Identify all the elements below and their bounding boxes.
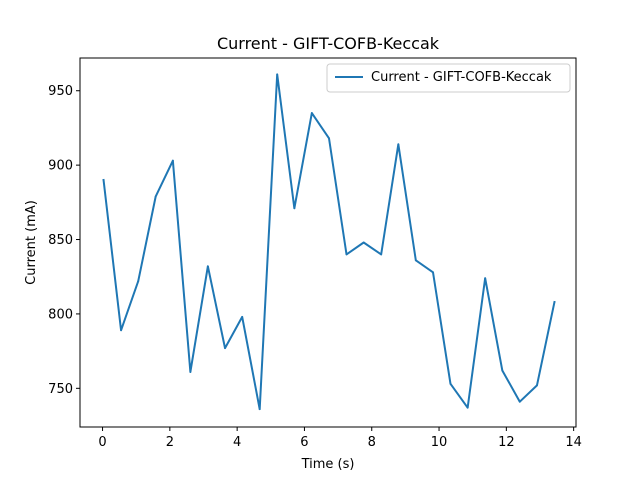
data-point (553, 301, 556, 303)
y-axis-label: Current (mA) (24, 200, 39, 285)
y-tick-label: 850 (48, 233, 73, 248)
data-point (171, 159, 174, 162)
axes-frame (79, 57, 577, 428)
data-point (362, 241, 365, 244)
data-point (414, 259, 417, 262)
x-tick-label: 14 (565, 435, 582, 450)
legend-label: Current - GIFT-COFB-Keccak (371, 70, 552, 85)
plot-area (102, 73, 556, 411)
data-point (484, 277, 487, 280)
data-point (258, 408, 261, 411)
y-tick-label: 950 (48, 84, 73, 99)
data-point (276, 73, 279, 76)
data-point (102, 179, 105, 181)
data-point (518, 400, 521, 403)
x-axis-label: Time (s) (301, 457, 355, 472)
data-point (310, 112, 313, 114)
x-tick-label: 0 (98, 435, 106, 450)
x-tick-label: 10 (431, 435, 448, 450)
data-point (154, 195, 157, 198)
data-point (120, 329, 122, 332)
data-point (189, 371, 192, 373)
x-tick-label: 12 (498, 435, 515, 450)
data-point (328, 137, 330, 140)
legend: Current - GIFT-COFB-Keccak (326, 63, 571, 93)
axis-ticks: 0 2 4 6 8 10 12 14 750 800 850 900 950 (48, 84, 582, 450)
data-point (241, 315, 244, 318)
data-point (501, 369, 504, 372)
data-point (449, 382, 452, 385)
data-point (224, 347, 226, 350)
data-point (293, 207, 296, 210)
chart-title: Current - GIFT-COFB-Keccak (217, 34, 440, 53)
x-tick-label: 8 (368, 435, 376, 450)
x-tick-label: 6 (300, 435, 308, 450)
data-point (206, 265, 209, 268)
legend-box (326, 63, 571, 93)
y-tick-label: 900 (48, 159, 73, 174)
data-point (536, 384, 538, 387)
data-point (345, 253, 348, 256)
data-point (432, 271, 434, 274)
data-point (380, 253, 383, 256)
data-point (397, 143, 400, 146)
x-tick-label: 2 (166, 435, 174, 450)
y-tick-label: 800 (48, 307, 73, 322)
x-tick-label: 4 (233, 435, 241, 450)
data-point (137, 280, 140, 283)
y-tick-label: 750 (48, 382, 73, 397)
data-point (466, 406, 469, 409)
